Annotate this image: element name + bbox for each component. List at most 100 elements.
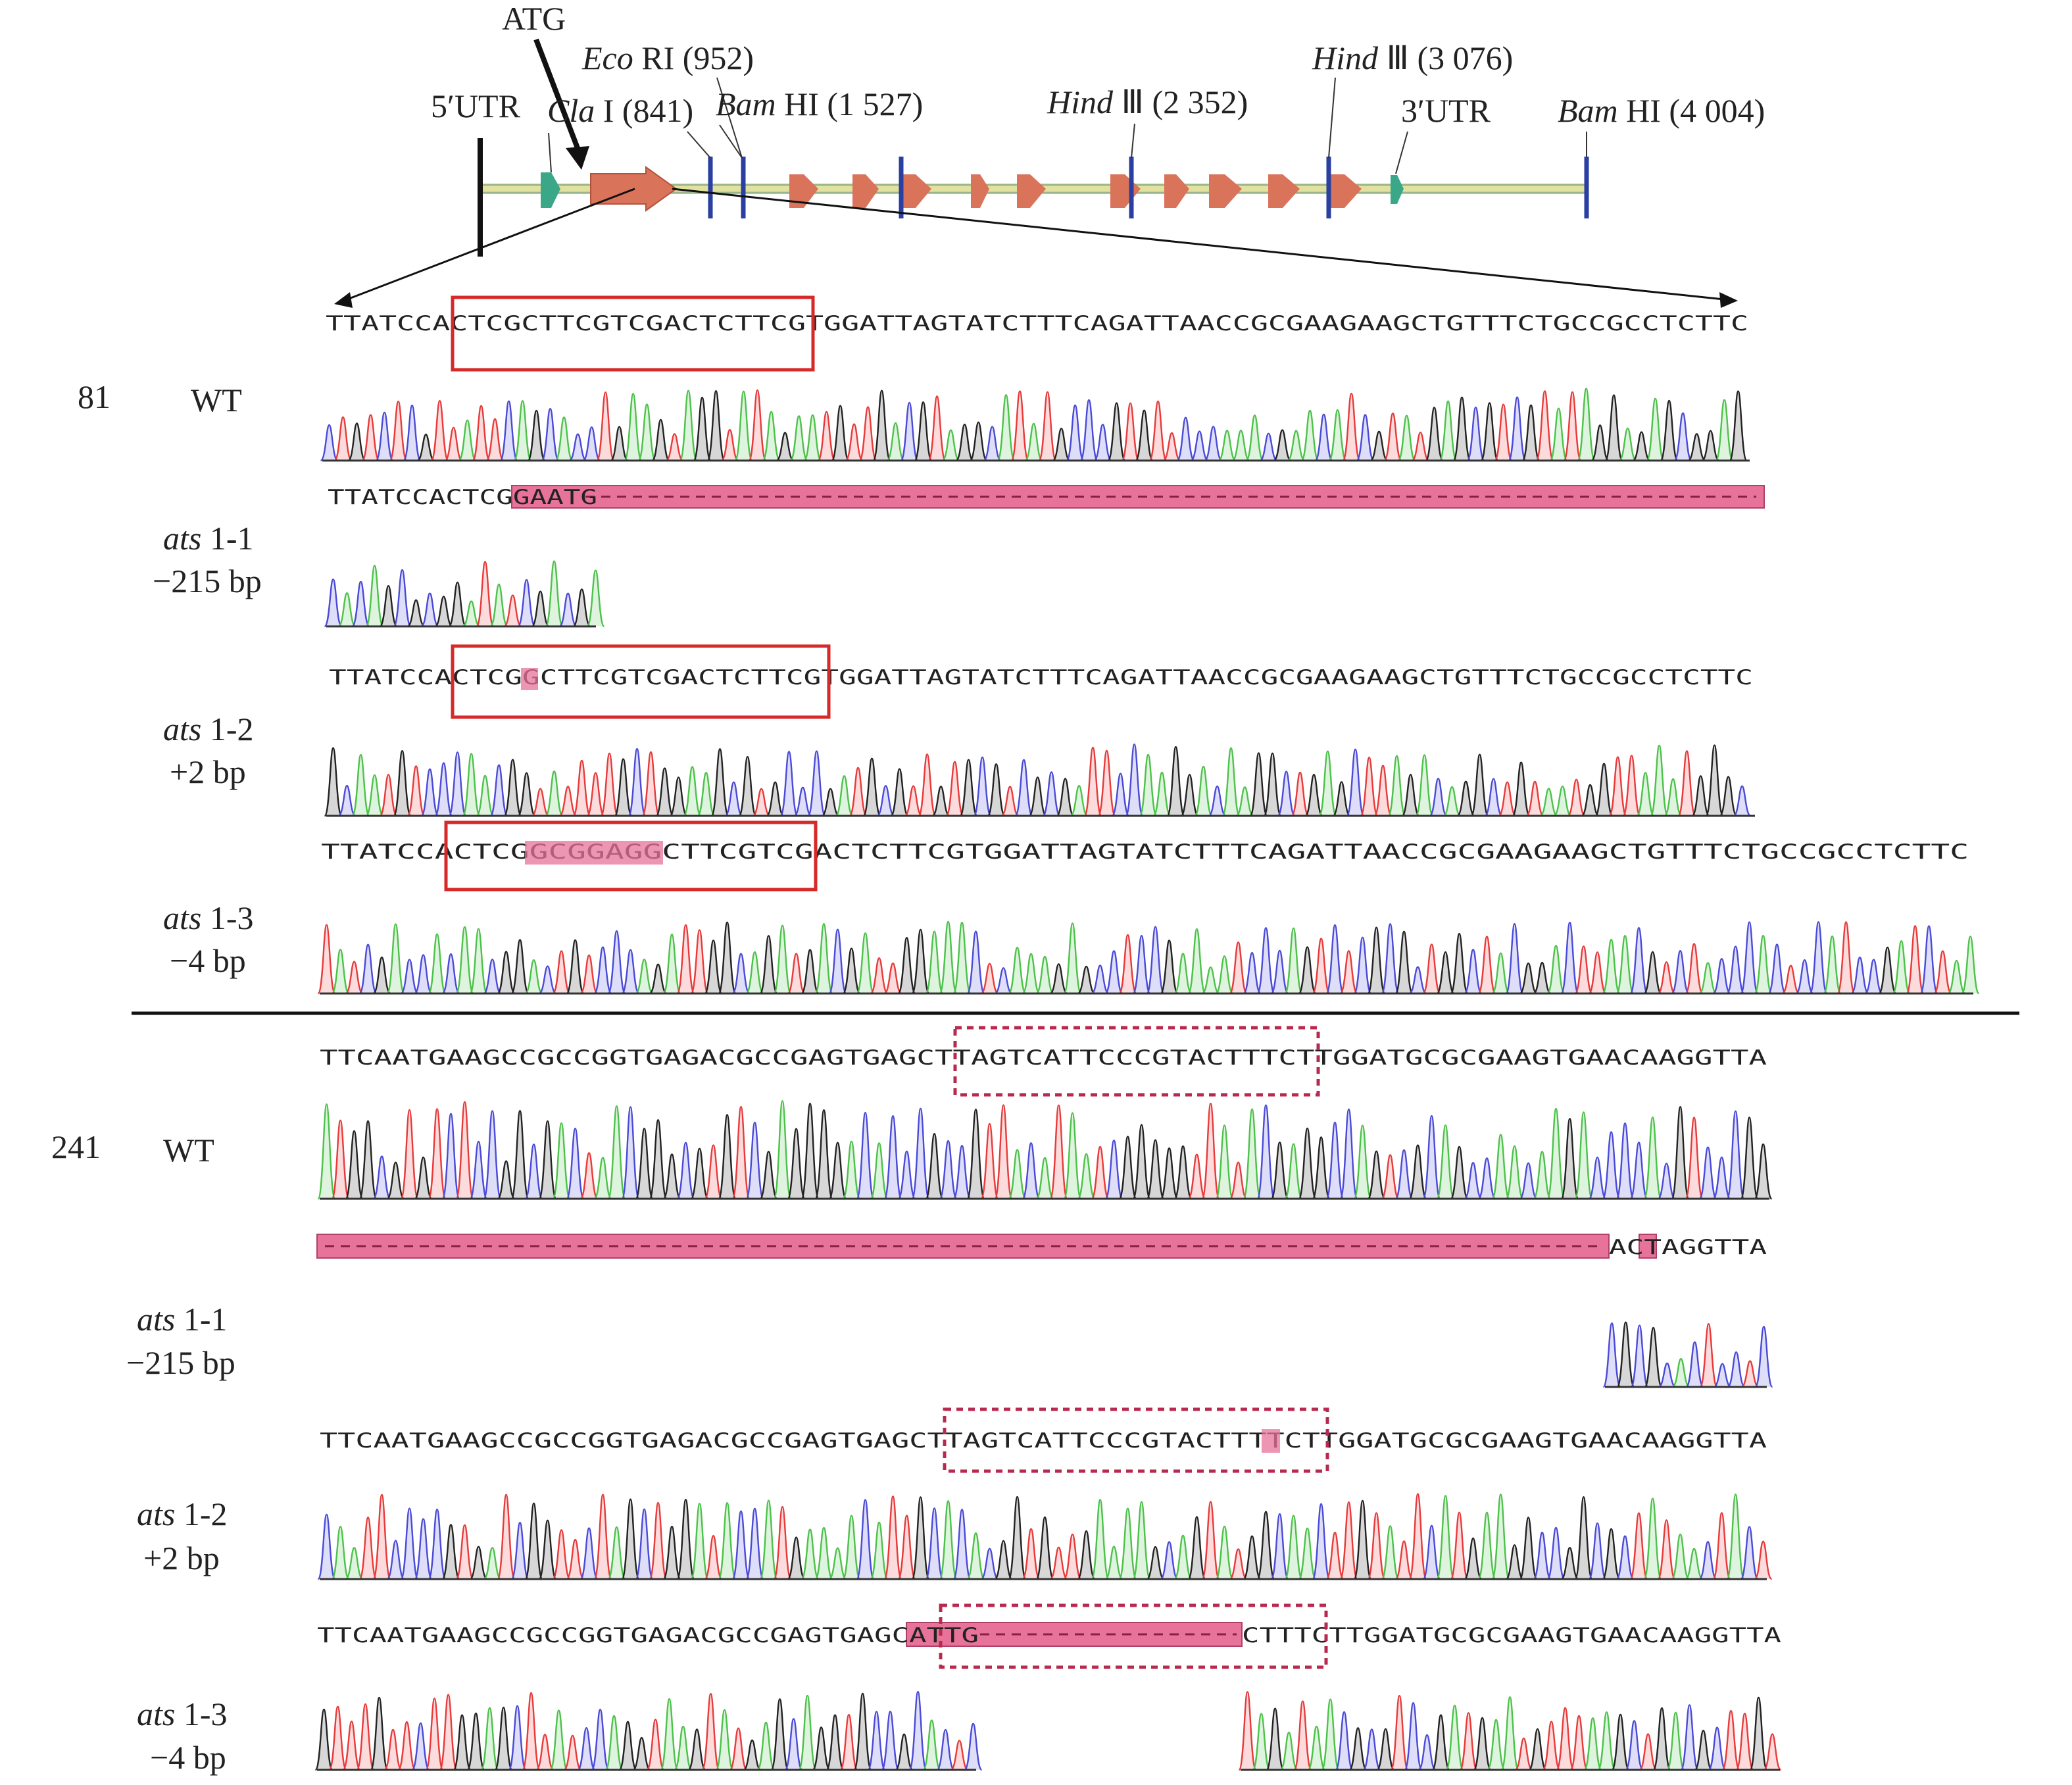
- chromatogram-peak: [379, 774, 398, 817]
- chromatogram-peak: [801, 1102, 820, 1200]
- chromatogram-peak: [1546, 1526, 1566, 1580]
- chromatogram-peak: [1602, 1528, 1621, 1580]
- atg-arrow-shaft: [533, 38, 580, 149]
- chromatogram-peak: [331, 1119, 350, 1200]
- s2-a11-change: −215 bp: [126, 1344, 235, 1381]
- chromatogram-peak: [731, 1105, 751, 1200]
- chromatogram-peak: [883, 1496, 902, 1580]
- chromatogram-peak: [1477, 936, 1496, 995]
- chromatogram-peak: [552, 1122, 571, 1200]
- chromatogram-peak: [600, 752, 619, 817]
- chromatogram-peak: [1287, 430, 1306, 462]
- chromatogram-peak: [842, 1140, 861, 1200]
- chromatogram-peak: [458, 419, 477, 462]
- chromatogram-peak: [1629, 1142, 1648, 1200]
- chromatogram-peak: [828, 1547, 847, 1580]
- chromatogram-peak: [434, 762, 453, 817]
- chromatogram-peak: [1491, 1494, 1510, 1580]
- chromatogram-peak: [1685, 943, 1704, 995]
- chromatogram-peak: [1712, 1512, 1731, 1580]
- exon-8: [1164, 174, 1189, 208]
- chromatogram-peak: [950, 1740, 969, 1771]
- chromatogram-peak: [1850, 956, 1869, 995]
- chromatogram-peak: [1160, 1147, 1179, 1200]
- s2-a13-name-rest: 1-3: [175, 1696, 227, 1732]
- chromatogram-peak: [1318, 750, 1337, 817]
- chromatogram-peak: [745, 1121, 764, 1200]
- chromatogram-peak: [1152, 771, 1172, 817]
- chromatogram-peak: [593, 1494, 612, 1580]
- chromatogram-peak: [1456, 780, 1475, 817]
- chromatogram-peak: [517, 772, 536, 817]
- chromatogram-peak: [828, 1142, 847, 1200]
- chromatogram-peak: [1726, 1110, 1745, 1200]
- chromatogram-peak: [607, 1526, 626, 1580]
- chromatogram-peak: [1494, 403, 1513, 462]
- chromatogram-peak: [604, 1715, 624, 1771]
- chromatogram-peak: [1187, 1153, 1206, 1200]
- chromatogram-peak: [586, 569, 605, 628]
- chromatogram-peak: [386, 1161, 405, 1200]
- cla-i-italic: Cla: [547, 92, 595, 129]
- leader-hind1: [1131, 123, 1135, 159]
- chromatogram-peak: [697, 772, 716, 817]
- chromatogram-peak: [1505, 923, 1524, 995]
- exon-9: [1209, 174, 1242, 208]
- chromatogram-peak: [1574, 1496, 1593, 1580]
- chromatogram-peak: [1450, 1145, 1469, 1200]
- s2-a13-chromatogram-left: [314, 1691, 983, 1771]
- chromatogram-peak: [1042, 771, 1061, 817]
- chromatogram-peak: [1673, 412, 1692, 462]
- hind-iii-1-label: Hind Ⅲ (2 352): [1047, 84, 1248, 120]
- chromatogram-peak: [1629, 926, 1648, 995]
- chromatogram-peak: [476, 561, 495, 628]
- chromatogram-peak: [531, 788, 550, 817]
- s2-a11-name-italic: ats: [137, 1301, 175, 1338]
- chromatogram-peak: [333, 416, 353, 462]
- chromatogram-peak: [1146, 926, 1165, 995]
- chromatogram-peak: [980, 963, 999, 995]
- chromatogram-peak: [1588, 1522, 1607, 1580]
- chromatogram-peak: [1252, 1713, 1271, 1771]
- chromatogram-peak: [331, 1526, 350, 1580]
- chromatogram-peak: [393, 750, 412, 817]
- chromatogram-peak: [1077, 965, 1096, 995]
- chromatogram-peak: [466, 1712, 485, 1771]
- chromatogram-peak: [1401, 774, 1420, 817]
- chromatogram-peak: [389, 400, 408, 462]
- chromatogram-peak: [939, 920, 958, 995]
- chromatogram-peak: [1546, 945, 1566, 995]
- chromatogram-peak: [925, 930, 944, 995]
- chromatogram-peak: [828, 928, 847, 995]
- chromatogram-peak: [1091, 1499, 1110, 1580]
- chromatogram-peak: [462, 600, 481, 628]
- chromatogram-peak: [773, 924, 792, 995]
- chromatogram-peak: [676, 924, 695, 995]
- chromatogram-peak: [524, 959, 543, 995]
- chromatogram-peak: [317, 1103, 336, 1200]
- s2-a12-chromatogram: [317, 1493, 1773, 1580]
- chromatogram-peak: [1367, 926, 1386, 995]
- eco-ri-italic: Eco: [581, 39, 633, 76]
- chromatogram-peak: [676, 1499, 695, 1580]
- chromatogram-peak: [1204, 426, 1223, 462]
- chromatogram-peak: [1008, 946, 1027, 995]
- chromatogram-peak: [1712, 1156, 1731, 1200]
- chromatogram-peak: [1740, 1117, 1759, 1200]
- chromatogram-peak: [872, 390, 891, 462]
- s1-wt-chromatogram: [320, 388, 1750, 462]
- chromatogram-peak: [665, 433, 684, 462]
- chromatogram-peak: [1491, 952, 1510, 995]
- chromatogram-peak: [1705, 744, 1724, 817]
- chromatogram-peak: [397, 1721, 416, 1771]
- chromatogram-peak: [1038, 391, 1057, 462]
- chromatogram-peak: [729, 1727, 748, 1771]
- chromatogram-peak: [867, 1711, 886, 1771]
- chromatogram-peak: [1008, 1496, 1027, 1580]
- chromatogram-peak: [1919, 925, 1938, 995]
- s1-a12-insertion-highlight: [521, 668, 538, 690]
- chromatogram-peak: [1646, 397, 1665, 462]
- chromatogram-peak: [358, 1517, 378, 1580]
- chromatogram-peak: [1588, 1156, 1607, 1200]
